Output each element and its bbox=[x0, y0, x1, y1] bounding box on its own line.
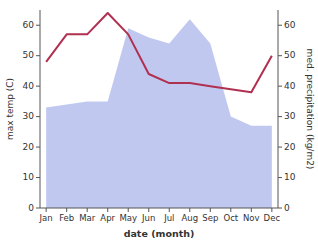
x-tick-label: Oct bbox=[223, 213, 238, 223]
y-tick bbox=[36, 208, 40, 209]
x-tick-label: Sep bbox=[202, 213, 218, 223]
page: {"chart_data": {"type": "line", "x_label… bbox=[0, 0, 318, 242]
y2-tick bbox=[278, 55, 282, 56]
x-tick bbox=[46, 208, 47, 212]
y2-tick bbox=[278, 177, 282, 178]
x-tick bbox=[251, 208, 252, 212]
y-tick bbox=[36, 116, 40, 117]
y2-tick bbox=[278, 147, 282, 148]
y-tick bbox=[36, 86, 40, 87]
y2-tick bbox=[278, 208, 282, 209]
x-tick bbox=[169, 208, 170, 212]
x-tick-label: Apr bbox=[100, 213, 115, 223]
y2-tick bbox=[278, 86, 282, 87]
y2-tick bbox=[278, 25, 282, 26]
x-tick-label: Mar bbox=[79, 213, 96, 223]
y2-tick bbox=[278, 116, 282, 117]
y-tick-label: 50 bbox=[23, 50, 35, 60]
y-tick-label: 10 bbox=[23, 172, 35, 182]
x-axis-label: date (month) bbox=[124, 228, 195, 239]
y-tick-label: 30 bbox=[23, 111, 35, 121]
y2-tick-label: 60 bbox=[284, 20, 296, 30]
x-tick bbox=[230, 208, 231, 212]
x-tick bbox=[271, 208, 272, 212]
x-tick bbox=[107, 208, 108, 212]
y2-axis-label: med. precipitation (kg/m2) bbox=[305, 49, 315, 170]
y-tick-label: 20 bbox=[23, 142, 35, 152]
x-tick bbox=[87, 208, 88, 212]
y2-tick-label: 40 bbox=[284, 81, 296, 91]
x-tick-label: Aug bbox=[181, 213, 198, 223]
x-tick-label: Nov bbox=[243, 213, 260, 223]
x-axis-line bbox=[40, 208, 278, 209]
x-tick bbox=[128, 208, 129, 212]
chart-container: 0 10 20 30 40 50 60 0 10 20 30 40 50 60 Jan Feb Mar Apr Ma… bbox=[0, 0, 318, 242]
y-tick bbox=[36, 177, 40, 178]
y-axis-label: max temp (C) bbox=[5, 78, 15, 140]
y-tick-label: 60 bbox=[23, 20, 35, 30]
y-tick bbox=[36, 55, 40, 56]
y2-tick-label: 0 bbox=[284, 203, 290, 213]
y-tick bbox=[36, 147, 40, 148]
y2-tick-label: 30 bbox=[284, 111, 296, 121]
y2-tick-label: 10 bbox=[284, 172, 296, 182]
y-axis-line bbox=[40, 10, 41, 208]
y-tick-label: 0 bbox=[28, 203, 34, 213]
y2-tick-label: 50 bbox=[284, 50, 296, 60]
plot-area bbox=[46, 13, 272, 208]
y-tick-label: 40 bbox=[23, 81, 35, 91]
chart-svg: 0 10 20 30 40 50 60 0 10 20 30 40 50 60 Jan Feb Mar Apr Ma… bbox=[0, 0, 318, 242]
x-tick bbox=[189, 208, 190, 212]
x-tick-label: Jul bbox=[163, 213, 174, 223]
y-tick bbox=[36, 25, 40, 26]
y2-axis-line bbox=[278, 10, 279, 208]
x-tick-label: Dec bbox=[264, 213, 281, 223]
x-tick bbox=[210, 208, 211, 212]
x-tick bbox=[66, 208, 67, 212]
temperature-line bbox=[46, 13, 272, 92]
x-tick-label: Feb bbox=[59, 213, 74, 223]
x-tick-label: Jan bbox=[39, 213, 53, 223]
x-tick-label: Jun bbox=[141, 213, 155, 223]
precipitation-area bbox=[46, 19, 272, 208]
x-tick bbox=[148, 208, 149, 212]
y2-tick-label: 20 bbox=[284, 142, 296, 152]
x-tick-label: May bbox=[119, 213, 137, 223]
